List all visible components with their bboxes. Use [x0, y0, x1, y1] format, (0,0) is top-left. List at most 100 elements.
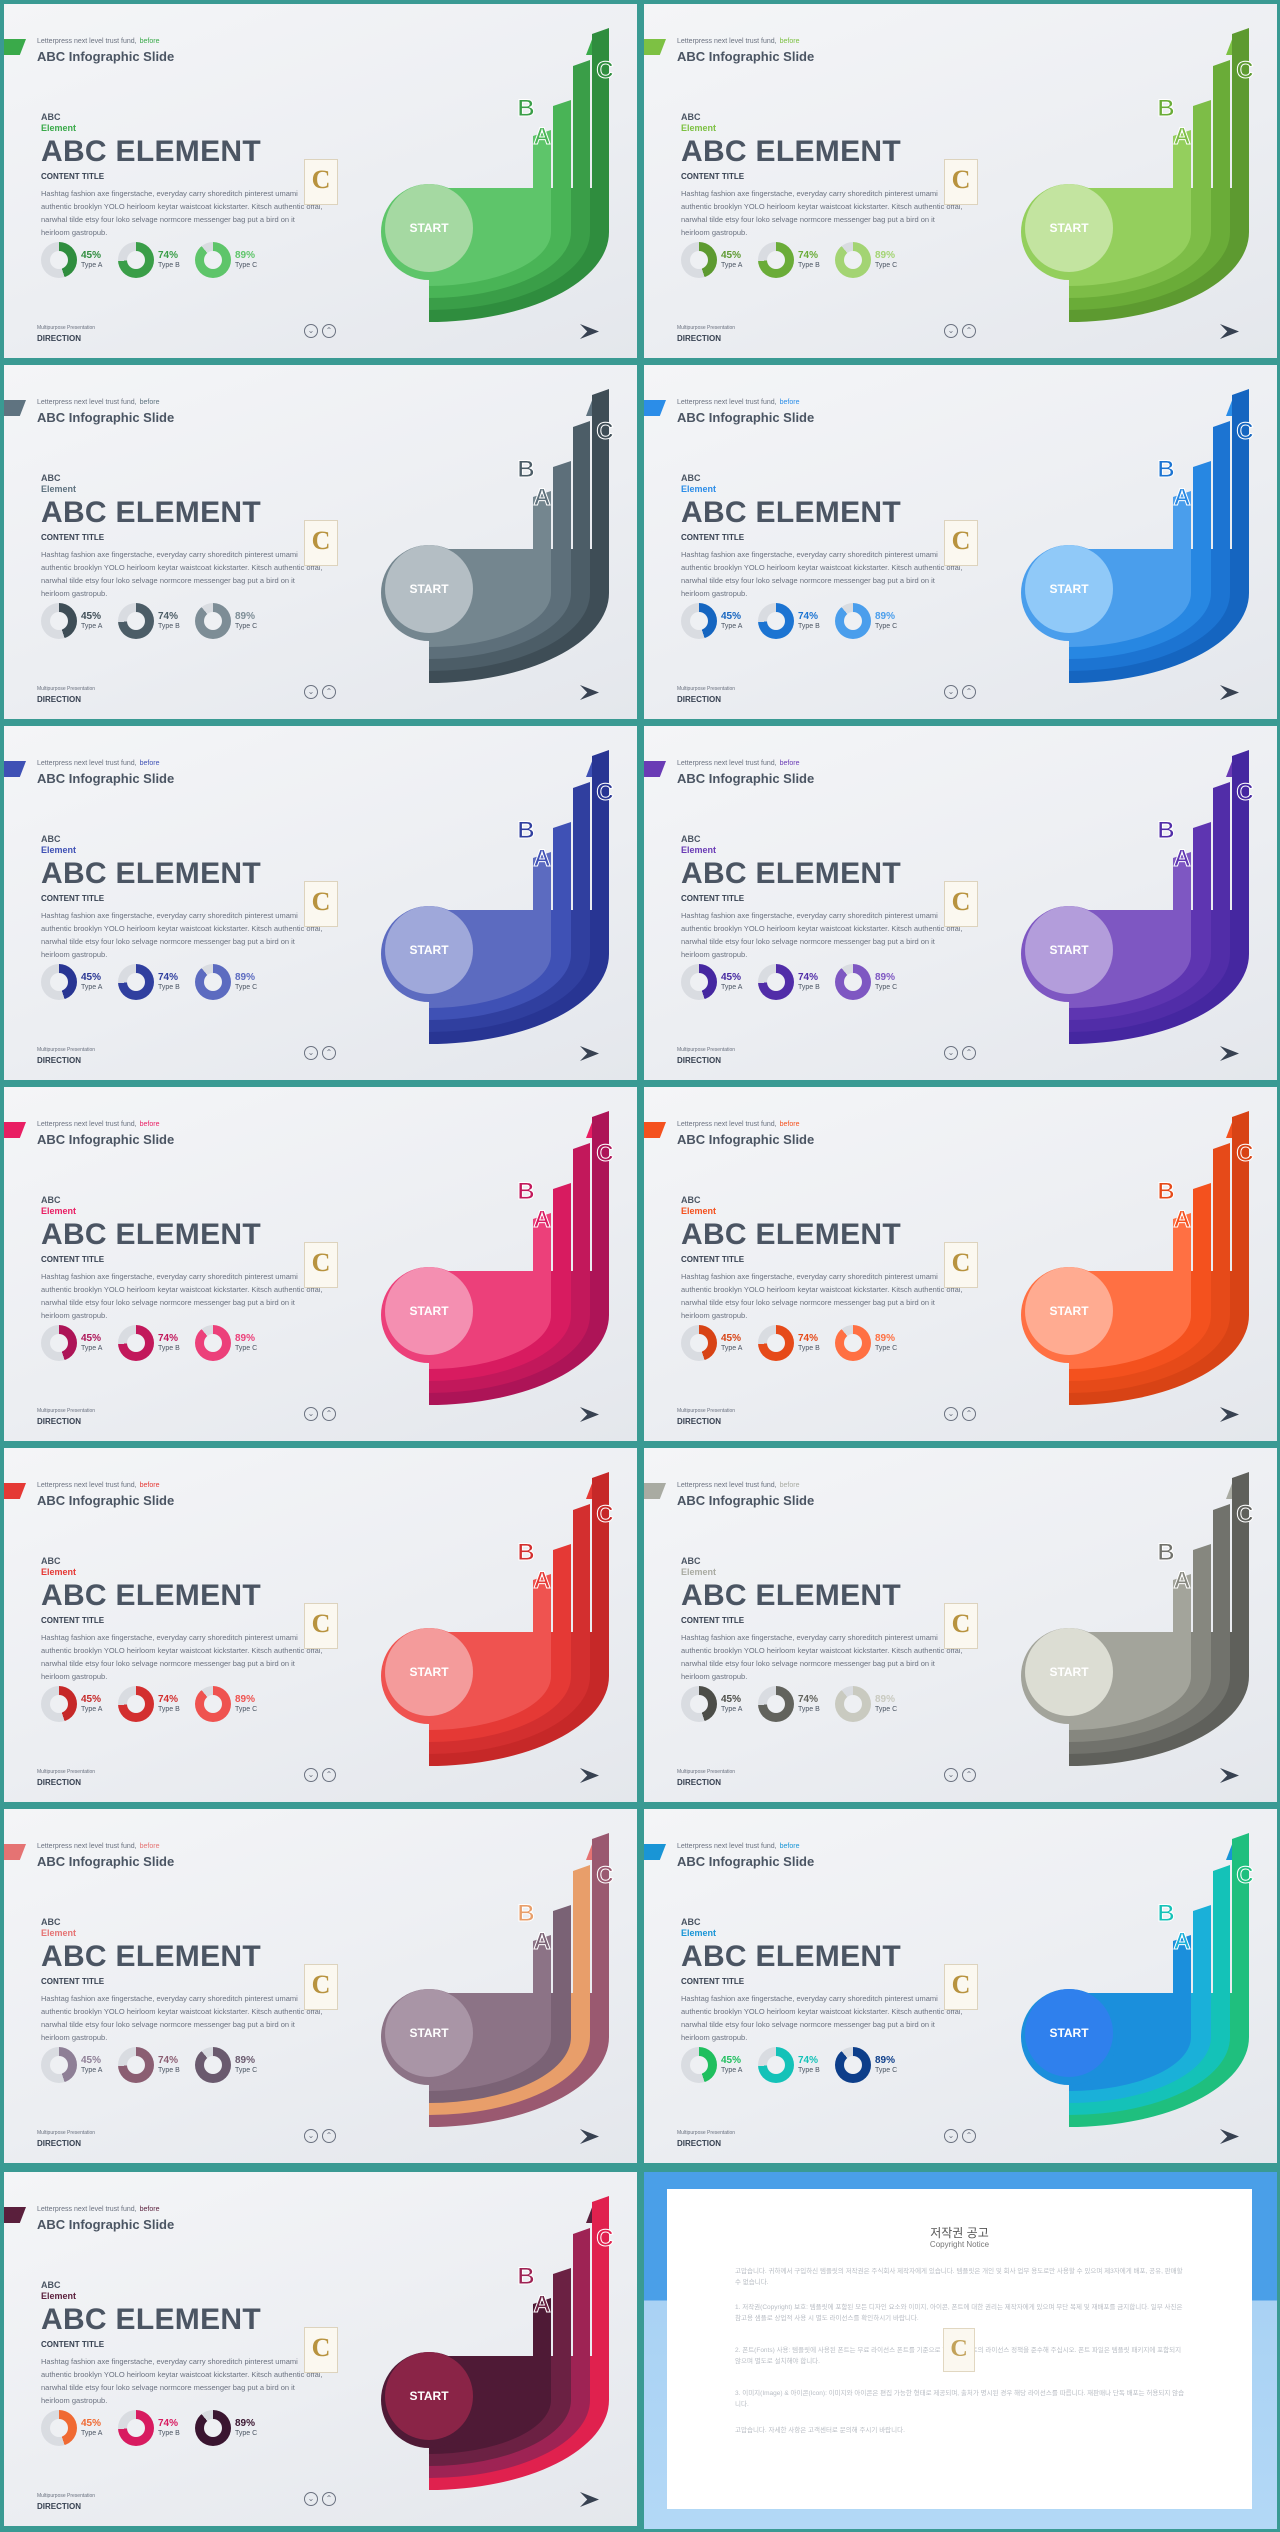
- body-text: Hashtag fashion axe fingerstache, everyd…: [41, 1272, 323, 1320]
- type-label: Type A: [721, 984, 743, 991]
- donut-chart: [118, 1686, 154, 1722]
- start-circle: [385, 1628, 473, 1716]
- step-letter: C: [596, 1501, 613, 1528]
- corner-accent: [4, 400, 26, 416]
- type-label: Type A: [81, 1706, 103, 1713]
- nav-down-button[interactable]: ⌄: [304, 685, 318, 699]
- nav-down-button[interactable]: ⌄: [304, 1046, 318, 1060]
- type-label: Type A: [721, 1345, 743, 1352]
- body-text: Hashtag fashion axe fingerstache, everyd…: [41, 2357, 323, 2405]
- nav-down-button[interactable]: ⌄: [944, 685, 958, 699]
- start-label: START: [1049, 1665, 1089, 1679]
- label-element: Element: [681, 1567, 717, 1577]
- nav-up-button[interactable]: ⌃: [962, 1768, 976, 1782]
- nav-down-button[interactable]: ⌄: [944, 2129, 958, 2143]
- start-circle: [385, 1267, 473, 1355]
- footer-label: DIRECTION: [677, 695, 721, 704]
- nav-down-button[interactable]: ⌄: [304, 1768, 318, 1782]
- content-title: CONTENT TITLE: [41, 1616, 105, 1625]
- body-text: Hashtag fashion axe fingerstache, everyd…: [41, 1633, 323, 1681]
- pretitle-accent: before: [779, 1843, 800, 1850]
- label-abc: ABC: [41, 2280, 61, 2290]
- percent-value: 45%: [81, 1694, 102, 1705]
- donut-chart: [835, 964, 871, 1000]
- label-element: Element: [41, 1567, 77, 1577]
- slide-pretitle: Letterpress next level trust fund, before: [677, 760, 799, 767]
- nav-up-button[interactable]: ⌃: [322, 2129, 336, 2143]
- content-title: CONTENT TITLE: [41, 2340, 105, 2349]
- slide: 5Letterpress next level trust fund,befor…: [644, 365, 1277, 719]
- label-element: Element: [681, 1206, 717, 1216]
- percent-value: 89%: [235, 611, 256, 622]
- nav-down-button[interactable]: ⌄: [304, 1407, 318, 1421]
- type-label: Type C: [875, 2067, 898, 2074]
- step-letter: A: [1173, 1567, 1190, 1594]
- headline: ABC ELEMENT: [41, 857, 261, 890]
- type-label: Type A: [81, 623, 103, 630]
- percent-value: 89%: [235, 250, 256, 261]
- nav-down-button[interactable]: ⌄: [944, 1407, 958, 1421]
- body-text: Hashtag fashion axe fingerstache, everyd…: [41, 1994, 323, 2042]
- start-circle: [385, 545, 473, 633]
- footer-small-text: Multipurpose Presentation: [37, 686, 96, 692]
- donut-chart: [41, 2410, 77, 2446]
- content-title: CONTENT TITLE: [681, 894, 745, 903]
- j-steps-graphic: START AB C: [1021, 1472, 1254, 1766]
- nav-down-button[interactable]: ⌄: [944, 1046, 958, 1060]
- percent-value: 89%: [235, 2418, 256, 2429]
- nav-up-button[interactable]: ⌃: [962, 2129, 976, 2143]
- j-steps-graphic: START AB C: [1021, 1111, 1254, 1405]
- nav-up-button[interactable]: ⌃: [322, 1768, 336, 1782]
- donut-chart: [681, 603, 717, 639]
- pretitle-accent: before: [779, 38, 800, 45]
- nav-down-button[interactable]: ⌄: [304, 324, 318, 338]
- corner-accent: [644, 1122, 666, 1138]
- label-element: Element: [41, 123, 77, 133]
- step-letter: A: [1173, 845, 1190, 872]
- pretitle-accent: before: [779, 399, 800, 406]
- nav-down-button[interactable]: ⌄: [944, 1768, 958, 1782]
- start-label: START: [409, 2389, 449, 2403]
- pretitle-text: Letterpress next level trust fund,: [677, 1482, 777, 1489]
- nav-up-button[interactable]: ⌃: [322, 2492, 336, 2506]
- slide-title: ABC Infographic Slide: [677, 1493, 815, 1508]
- nav-up-button[interactable]: ⌃: [962, 1046, 976, 1060]
- corner-accent: [4, 1122, 26, 1138]
- label-abc: ABC: [681, 834, 701, 844]
- donut-chart: [758, 2047, 794, 2083]
- percent-value: 89%: [235, 2055, 256, 2066]
- headline: ABC ELEMENT: [681, 857, 901, 890]
- percent-value: 74%: [798, 1694, 819, 1705]
- step-letter: C: [1236, 1501, 1253, 1528]
- copyright-notice-panel: 저작권 공고 Copyright Notice 고맙습니다. 귀하께서 구입하신 템…: [644, 2172, 1277, 2529]
- nav-up-button[interactable]: ⌃: [322, 1407, 336, 1421]
- nav-down-button[interactable]: ⌄: [944, 324, 958, 338]
- step-letter: A: [533, 1928, 550, 1955]
- slide-pretitle: Letterpress next level trust fund, before: [37, 1843, 159, 1850]
- footer-label: DIRECTION: [37, 1778, 81, 1787]
- nav-down-button[interactable]: ⌄: [304, 2129, 318, 2143]
- nav-up-button[interactable]: ⌃: [322, 1046, 336, 1060]
- nav-up-button[interactable]: ⌃: [962, 685, 976, 699]
- pretitle-accent: before: [779, 760, 800, 767]
- donut-chart: [118, 603, 154, 639]
- j-steps-graphic: START AB C: [381, 750, 614, 1044]
- footer-label: DIRECTION: [677, 1417, 721, 1426]
- notice-paragraph: 3. 이미지(Image) & 아이콘(Icon): 이미지와 아이콘은 편집 …: [735, 2390, 1185, 2408]
- nav-up-button[interactable]: ⌃: [962, 324, 976, 338]
- slide: 2Letterpress next level trust fund,befor…: [4, 4, 637, 358]
- nav-up-button[interactable]: ⌃: [322, 324, 336, 338]
- start-label: START: [409, 221, 449, 235]
- slide-pretitle: Letterpress next level trust fund, before: [677, 1121, 799, 1128]
- step-letter: A: [1173, 484, 1190, 511]
- corner-accent: [644, 39, 666, 55]
- start-label: START: [1049, 582, 1089, 596]
- nav-up-button[interactable]: ⌃: [962, 1407, 976, 1421]
- nav-down-button[interactable]: ⌄: [304, 2492, 318, 2506]
- content-title: CONTENT TITLE: [41, 1255, 105, 1264]
- donut-chart: [195, 242, 231, 278]
- j-steps-graphic: START AB C: [1021, 28, 1254, 322]
- footer-label: DIRECTION: [37, 695, 81, 704]
- percent-value: 74%: [158, 2055, 179, 2066]
- nav-up-button[interactable]: ⌃: [322, 685, 336, 699]
